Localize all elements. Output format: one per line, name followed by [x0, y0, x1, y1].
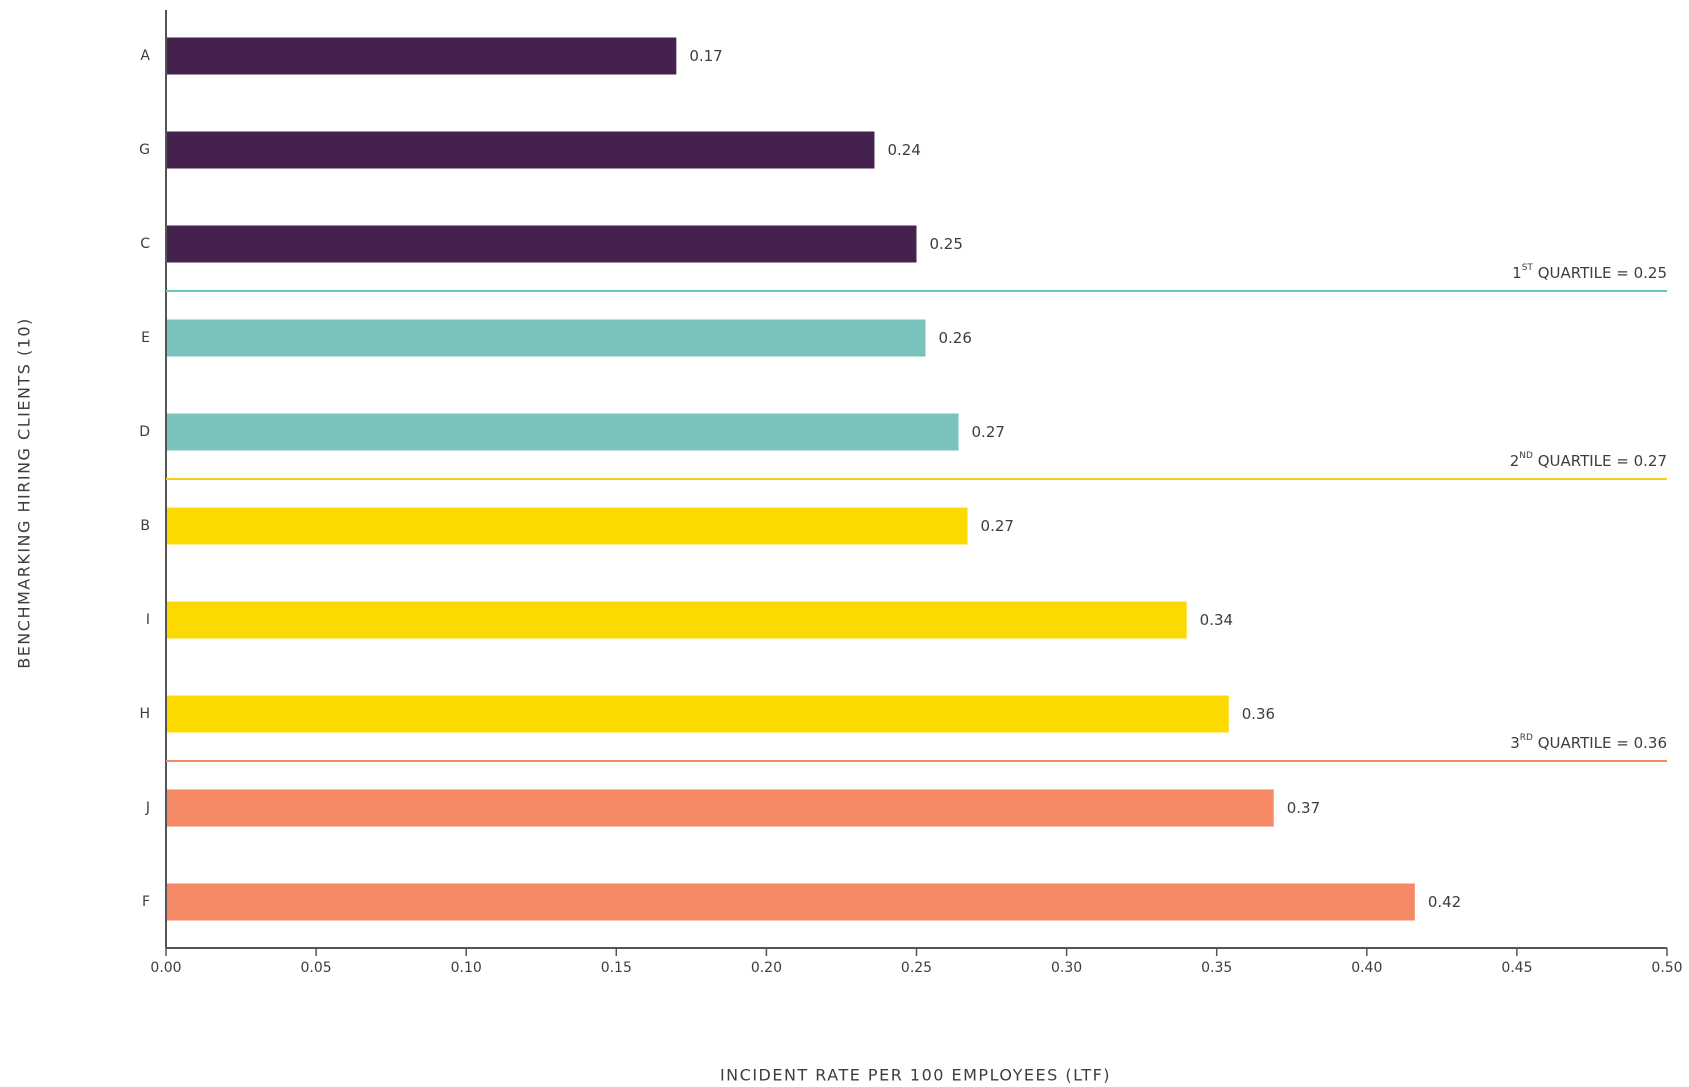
value-label: 0.25: [930, 235, 963, 253]
bar-i: [167, 601, 1187, 639]
x-tick-label: 0.50: [1651, 960, 1682, 976]
category-label: G: [139, 142, 150, 158]
category-label: H: [139, 706, 150, 722]
bar-e: [167, 319, 926, 357]
value-label: 0.24: [887, 141, 920, 159]
value-label: 0.17: [689, 47, 722, 65]
quartile-label: 2ND QUARTILE = 0.27: [1510, 451, 1667, 470]
x-tick-label: 0.25: [901, 960, 932, 976]
value-label: 0.26: [939, 329, 972, 347]
bar-c: [167, 225, 917, 263]
category-label: E: [141, 330, 150, 346]
value-label: 0.36: [1242, 705, 1275, 723]
category-label: J: [145, 800, 150, 816]
value-label: 0.34: [1200, 611, 1233, 629]
x-axis-title: INCIDENT RATE PER 100 EMPLOYEES (LTF): [720, 1066, 1111, 1085]
x-tick-label: 0.00: [150, 960, 181, 976]
quartile-label: 1ST QUARTILE = 0.25: [1512, 263, 1667, 282]
x-tick-label: 0.45: [1501, 960, 1532, 976]
x-tick-label: 0.40: [1351, 960, 1382, 976]
bar-a: [167, 37, 677, 75]
x-tick-label: 0.20: [751, 960, 782, 976]
y-axis-title: BENCHMARKING HIRING CLIENTS (10): [15, 317, 34, 669]
category-label: A: [140, 48, 150, 64]
category-label: B: [140, 518, 150, 534]
bar-d: [167, 413, 959, 451]
category-label: C: [140, 236, 150, 252]
x-tick-label: 0.15: [601, 960, 632, 976]
bar-j: [167, 789, 1274, 827]
x-tick-label: 0.35: [1201, 960, 1232, 976]
value-label: 0.37: [1287, 799, 1320, 817]
bar-b: [167, 507, 968, 545]
bar-f: [167, 883, 1415, 921]
category-label: F: [142, 894, 150, 910]
bar-h: [167, 695, 1229, 733]
x-tick-label: 0.05: [301, 960, 332, 976]
category-label: D: [139, 424, 150, 440]
x-tick-label: 0.30: [1051, 960, 1082, 976]
x-tick-label: 0.10: [451, 960, 482, 976]
category-label: I: [146, 612, 150, 628]
value-label: 0.27: [981, 517, 1014, 535]
bar-g: [167, 131, 875, 169]
value-label: 0.42: [1428, 893, 1461, 911]
value-label: 0.27: [972, 423, 1005, 441]
quartile-label: 3RD QUARTILE = 0.36: [1510, 733, 1667, 752]
